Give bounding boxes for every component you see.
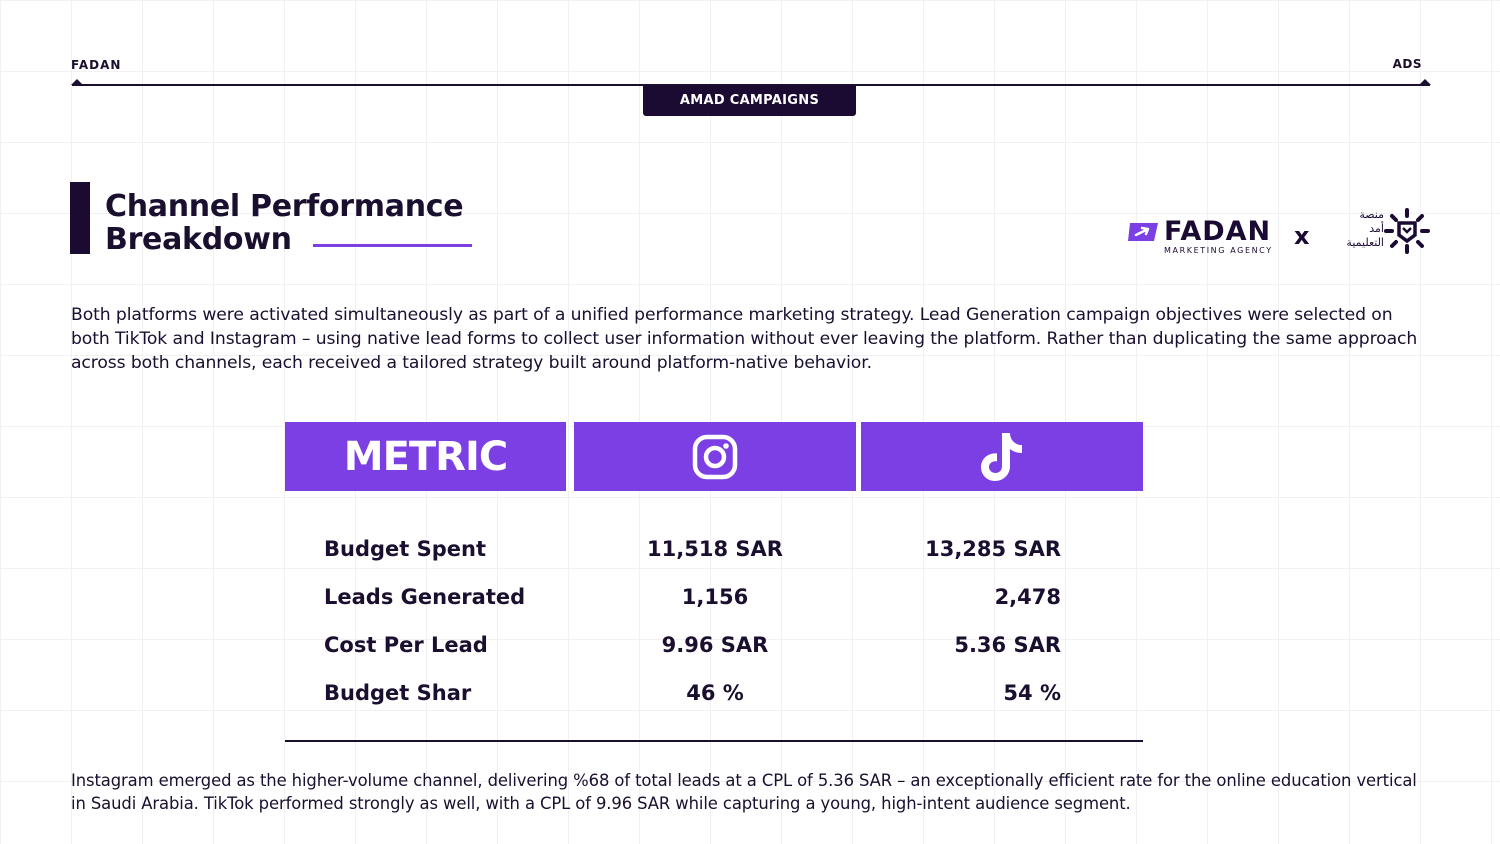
row-instagram-value: 9.96 SAR [661,633,769,657]
title-underline [313,244,472,247]
instagram-icon [692,434,738,479]
table-row: Budget Shar 46 % 54 % [0,675,1500,711]
table-header-instagram [574,422,856,491]
header-brand-logo: FADAN [71,58,122,72]
row-tiktok-value: 2,478 [994,585,1061,609]
page-title: Channel Performance Breakdown [105,190,525,256]
amad-logo: منصة أمد التعليمية [1334,208,1430,254]
row-instagram-value: 1,156 [681,585,749,609]
amad-wordmark: منصة أمد التعليمية [1346,208,1384,249]
header-rule [72,84,1430,86]
row-tiktok-value: 54 % [1003,681,1061,705]
table-row: Budget Spent 11,518 SAR 13,285 SAR [0,531,1500,567]
logo-separator: x [1294,222,1310,250]
page-title-line1: Channel Performance [105,189,464,224]
fadan-wordmark: FADAN [1164,216,1272,247]
row-tiktok-value: 5.36 SAR [954,633,1061,657]
fadan-arrow-icon [1128,223,1158,241]
rule-cap-left [71,79,83,85]
tiktok-icon [981,432,1022,481]
row-tiktok-value: 13,285 SAR [925,537,1061,561]
row-label: Budget Spent [324,537,487,561]
row-instagram-value: 11,518 SAR [647,537,783,561]
amad-sun-icon [1384,208,1430,254]
fadan-tagline: MARKETING AGENCY [1164,246,1273,255]
row-instagram-value: 46 % [686,681,744,705]
row-label: Cost Per Lead [324,633,488,657]
table-header-metric: METRIC [285,422,566,491]
page-title-line2: Breakdown [105,222,292,257]
title-accent-bar [70,182,90,254]
header-section-label: ADS [1392,57,1422,71]
fadan-logo: FADAN MARKETING AGENCY [1128,216,1278,258]
row-label: Budget Shar [324,681,472,705]
rule-cap-right [1419,79,1431,85]
table-header-tiktok [861,422,1143,491]
summary-paragraph: Instagram emerged as the higher-volume c… [71,771,1417,813]
table-row: Cost Per Lead 9.96 SAR 5.36 SAR [0,627,1500,663]
campaign-tab: AMAD CAMPAIGNS [643,86,856,116]
row-label: Leads Generated [324,585,526,609]
intro-paragraph: Both platforms were activated simultaneo… [71,305,1418,373]
table-bottom-rule [285,740,1143,742]
table-row: Leads Generated 1,156 2,478 [0,579,1500,615]
